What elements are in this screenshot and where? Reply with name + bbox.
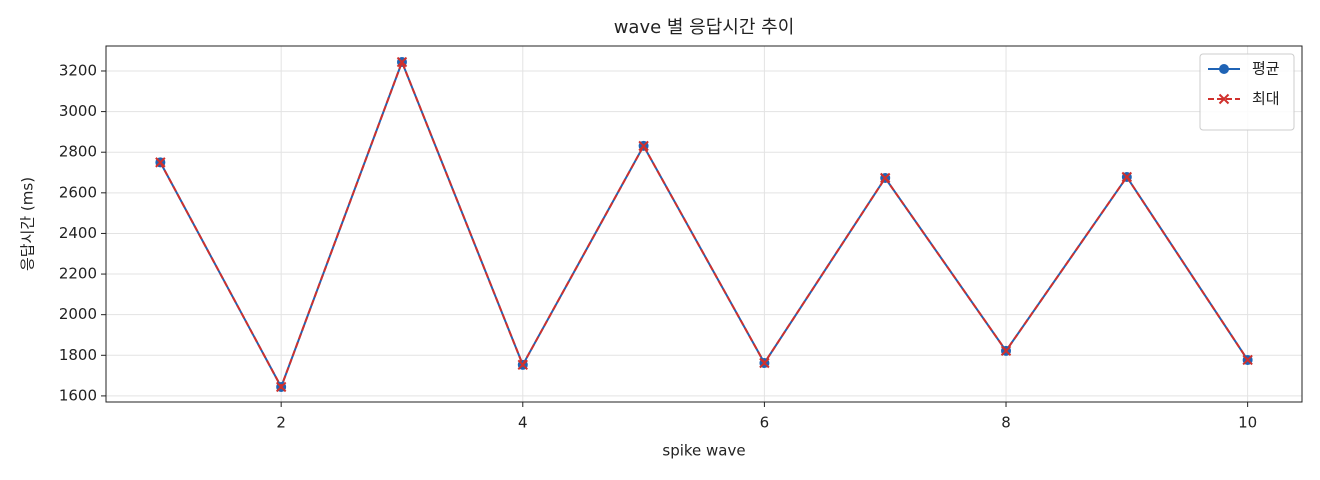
- marker: [155, 157, 166, 168]
- legend-box: [1199, 53, 1295, 131]
- marker: [275, 381, 287, 393]
- x-tick-label: 4: [518, 414, 528, 432]
- line-series: [159, 59, 1249, 390]
- x-tick-label: 6: [760, 414, 770, 432]
- x-tick-label: 2: [276, 414, 286, 432]
- y-tick-label: 2200: [59, 265, 97, 283]
- y-axis-label: 응답시간 (ms): [19, 177, 37, 271]
- legend-label: 평균: [1252, 60, 1280, 78]
- y-tick-label: 2000: [59, 305, 97, 323]
- x-tick-label: 8: [1001, 414, 1011, 432]
- y-tick-label: 2800: [59, 143, 97, 161]
- marker: [759, 357, 770, 369]
- marker: [1121, 171, 1133, 183]
- marker: [638, 140, 649, 152]
- y-tick-label: 1800: [59, 346, 97, 364]
- marker: [1242, 354, 1253, 366]
- marker: [517, 359, 528, 371]
- chart-title: wave 별 응답시간 추이: [614, 17, 795, 38]
- marker: [1000, 345, 1012, 357]
- y-tick-label: 1600: [59, 386, 97, 404]
- legend-marker: [1218, 93, 1230, 105]
- legend-marker: [1219, 64, 1229, 74]
- y-tick-label: 3000: [59, 102, 97, 120]
- line-series: [159, 59, 1249, 390]
- y-tick-label: 3200: [59, 61, 97, 79]
- y-tick-label: 2600: [59, 183, 97, 201]
- legend-label: 최대: [1252, 90, 1280, 108]
- marker: [396, 56, 408, 68]
- y-tick-label: 2400: [59, 224, 97, 242]
- x-tick-label: 10: [1238, 414, 1257, 432]
- plot-frame: [105, 45, 1303, 403]
- x-axis-label: spike wave: [662, 442, 745, 460]
- marker: [880, 172, 891, 184]
